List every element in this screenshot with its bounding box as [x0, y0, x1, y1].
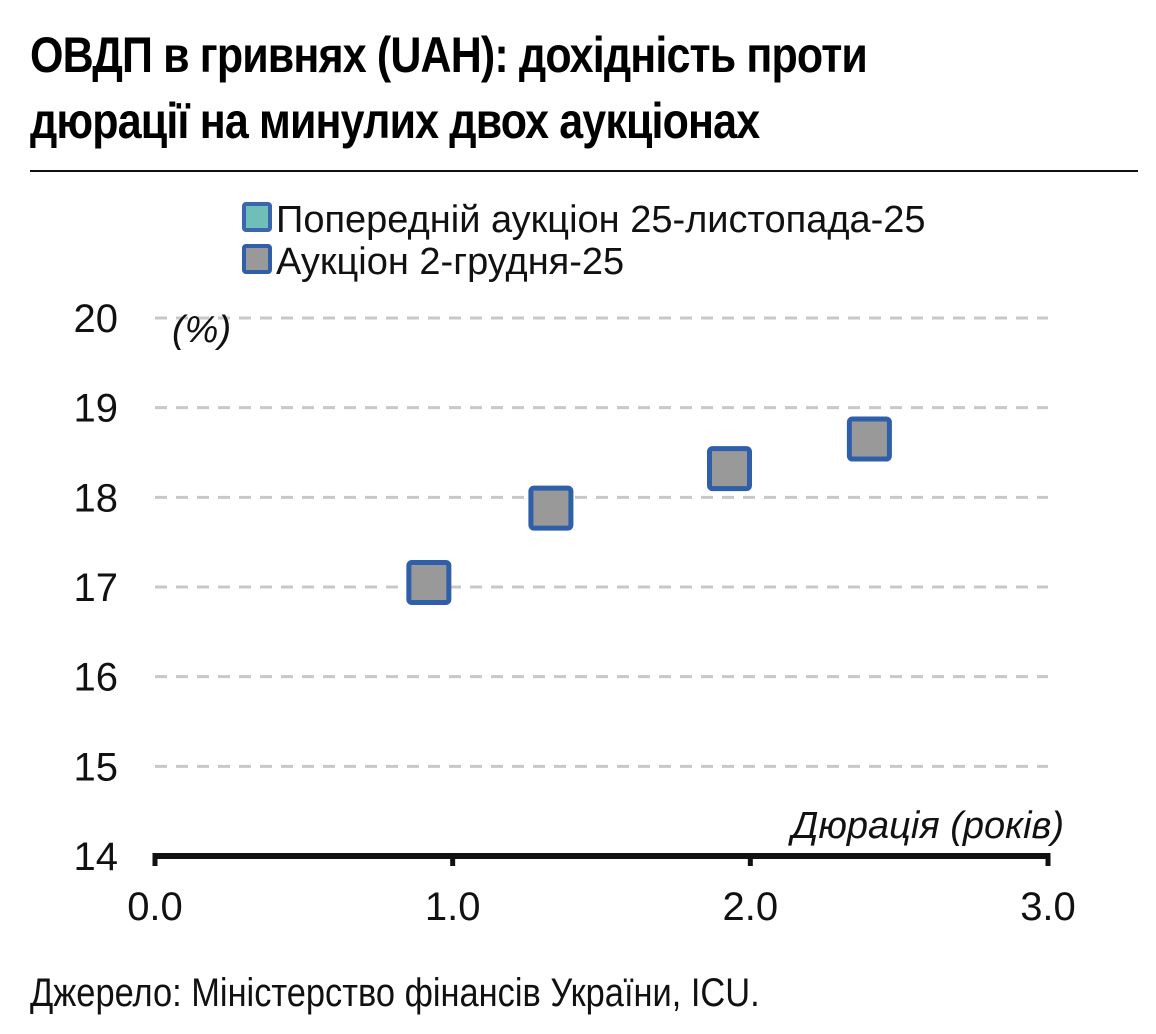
y-tick-label-20: 20	[74, 297, 119, 341]
source-note: Джерело: Міністерство фінансів України, …	[30, 971, 760, 1015]
x-axis-label: Дюрація (років)	[788, 805, 1064, 847]
chart-legend: Попередній аукціон 25-листопада-25Аукціо…	[242, 199, 926, 283]
chart-title: ОВДП в гривнях (UAH): дохідність проти д…	[30, 22, 976, 154]
legend-swatch-1	[242, 244, 272, 274]
y-tick-label-15: 15	[74, 745, 119, 789]
legend-label-1: Аукціон 2-грудня-25	[276, 241, 624, 283]
scatter-chart: Попередній аукціон 25-листопада-25Аукціо…	[74, 199, 1076, 929]
y-axis-ticks: 14 15 16 17 18 19 20	[74, 297, 119, 879]
y-tick-label-19: 19	[74, 387, 119, 431]
y-tick-label-14: 14	[74, 835, 119, 879]
y-tick-label-18: 18	[74, 476, 119, 520]
y-tick-label-16: 16	[74, 656, 119, 700]
x-axis: 0.0 1.0 2.0 3.0	[127, 853, 1076, 929]
y-axis-label: (%)	[172, 309, 231, 351]
chart-gridlines	[155, 316, 1048, 768]
data-point-1-2	[706, 446, 752, 492]
x-tick-label-3.0: 3.0	[1020, 885, 1076, 929]
chart-title-line-1: ОВДП в гривнях (UAH): дохідність проти	[30, 27, 868, 83]
x-tick-label-1.0: 1.0	[425, 885, 481, 929]
legend-label-0: Попередній аукціон 25-листопада-25	[276, 199, 926, 241]
data-point-1-3	[846, 416, 892, 462]
x-tick-label-0.0: 0.0	[127, 885, 183, 929]
title-divider	[30, 170, 1138, 172]
x-tick-label-2.0: 2.0	[723, 885, 779, 929]
data-point-1-1	[528, 485, 574, 531]
chart-title-line-2: дюрації на минулих двох аукціонах	[30, 93, 760, 149]
data-point-1-0	[406, 560, 452, 606]
y-tick-label-17: 17	[74, 566, 119, 610]
chart-points	[406, 416, 892, 606]
legend-swatch-0	[242, 202, 272, 232]
